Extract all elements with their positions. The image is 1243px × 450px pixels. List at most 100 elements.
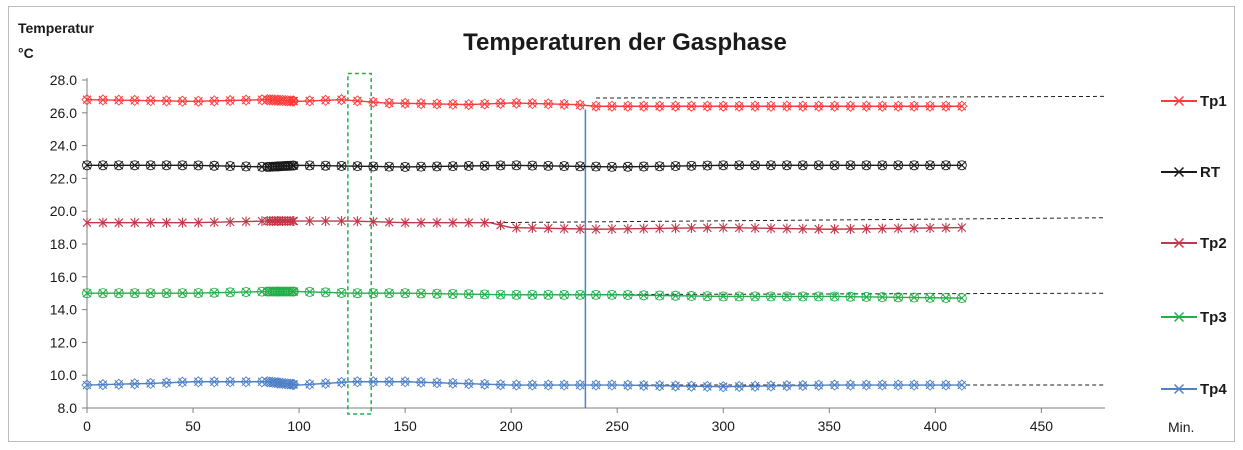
series-marker	[368, 161, 379, 172]
series-marker	[559, 161, 570, 172]
series-marker	[464, 161, 474, 171]
series-marker	[702, 161, 712, 170]
series-marker	[287, 286, 298, 297]
series-marker	[447, 288, 458, 299]
series-marker	[845, 160, 856, 171]
series-marker	[383, 376, 395, 388]
series-marker	[416, 288, 426, 299]
series-marker	[129, 288, 140, 299]
series-marker	[670, 161, 681, 171]
series-marker	[766, 291, 776, 302]
series-marker	[749, 100, 761, 112]
series-marker	[320, 160, 331, 171]
series-marker	[526, 97, 539, 110]
legend-label: Tp1	[1200, 93, 1227, 110]
series-marker	[285, 286, 296, 297]
series-marker	[655, 161, 665, 171]
y-tick-label: 18.0	[50, 236, 77, 252]
series-marker	[480, 290, 490, 299]
series-marker	[177, 160, 188, 171]
series-marker	[766, 160, 776, 171]
x-tick-label: 300	[712, 418, 736, 434]
x-axis-label: Min.	[1168, 419, 1194, 435]
series-marker	[829, 160, 840, 171]
series-marker	[957, 160, 967, 170]
series-marker	[146, 288, 156, 298]
series-marker	[543, 161, 553, 171]
series-marker	[575, 289, 586, 300]
series-marker	[718, 291, 729, 302]
series-marker	[447, 98, 459, 110]
series-marker	[828, 100, 841, 112]
series-marker	[224, 376, 236, 388]
series-marker	[285, 287, 295, 296]
series-marker	[241, 287, 252, 297]
legend-swatch-marker	[1173, 383, 1185, 395]
series-marker	[591, 290, 601, 300]
series-marker	[284, 378, 296, 390]
series-marker	[543, 290, 553, 300]
series-marker	[82, 288, 92, 299]
series-marker	[447, 377, 459, 389]
series-marker	[285, 161, 295, 171]
series-marker	[512, 160, 521, 170]
series-marker	[284, 95, 296, 107]
series-marker	[797, 379, 809, 392]
series-marker	[319, 94, 332, 106]
series-marker	[750, 291, 761, 302]
series-marker	[463, 98, 475, 111]
series-marker	[208, 95, 220, 107]
series-marker	[574, 99, 586, 111]
series-marker	[192, 95, 204, 107]
series-marker	[144, 95, 157, 107]
series-marker	[830, 292, 839, 301]
series-marker	[861, 291, 872, 302]
series-marker	[285, 160, 296, 171]
series-marker	[877, 160, 888, 171]
series-marker	[208, 376, 220, 388]
series-marker	[193, 288, 204, 299]
series-marker	[622, 379, 634, 391]
series-marker	[814, 292, 824, 301]
series-marker	[82, 160, 92, 171]
series-marker	[479, 160, 490, 171]
series-marker	[353, 288, 362, 298]
series-marker	[225, 287, 235, 297]
series-marker	[496, 290, 505, 300]
legend-item-tp2: Tp2	[1161, 235, 1227, 252]
series-marker	[734, 160, 745, 171]
series-tp4	[81, 376, 968, 393]
y-tick-label: 26.0	[50, 105, 77, 121]
series-marker	[956, 100, 968, 112]
series-marker	[240, 376, 252, 388]
series-marker	[113, 94, 125, 106]
series-marker	[129, 94, 141, 107]
series-marker	[877, 292, 887, 302]
series-marker	[384, 288, 394, 298]
series-marker	[940, 160, 951, 171]
y-tick-label: 12.0	[50, 334, 77, 350]
series-marker	[304, 286, 315, 297]
y-axis-label-line2: °C	[18, 45, 34, 61]
series-marker	[940, 292, 951, 303]
series-marker	[400, 161, 411, 172]
series-marker	[209, 160, 220, 171]
series-marker	[893, 292, 903, 302]
series-marker	[718, 160, 728, 170]
series-marker	[941, 293, 951, 303]
series-marker	[782, 160, 792, 170]
legend-label: Tp3	[1200, 309, 1227, 326]
series-marker	[129, 378, 141, 390]
series-marker	[606, 100, 618, 112]
reference-line	[489, 217, 1106, 224]
series-marker	[97, 160, 108, 171]
series-marker	[654, 290, 665, 301]
series-marker	[82, 160, 92, 170]
series-marker	[224, 94, 236, 107]
y-tick-label: 10.0	[50, 367, 77, 383]
series-marker	[782, 292, 792, 301]
series-marker	[925, 292, 935, 303]
series-marker	[813, 100, 825, 112]
series-marker	[558, 379, 570, 391]
series-marker	[860, 379, 873, 391]
